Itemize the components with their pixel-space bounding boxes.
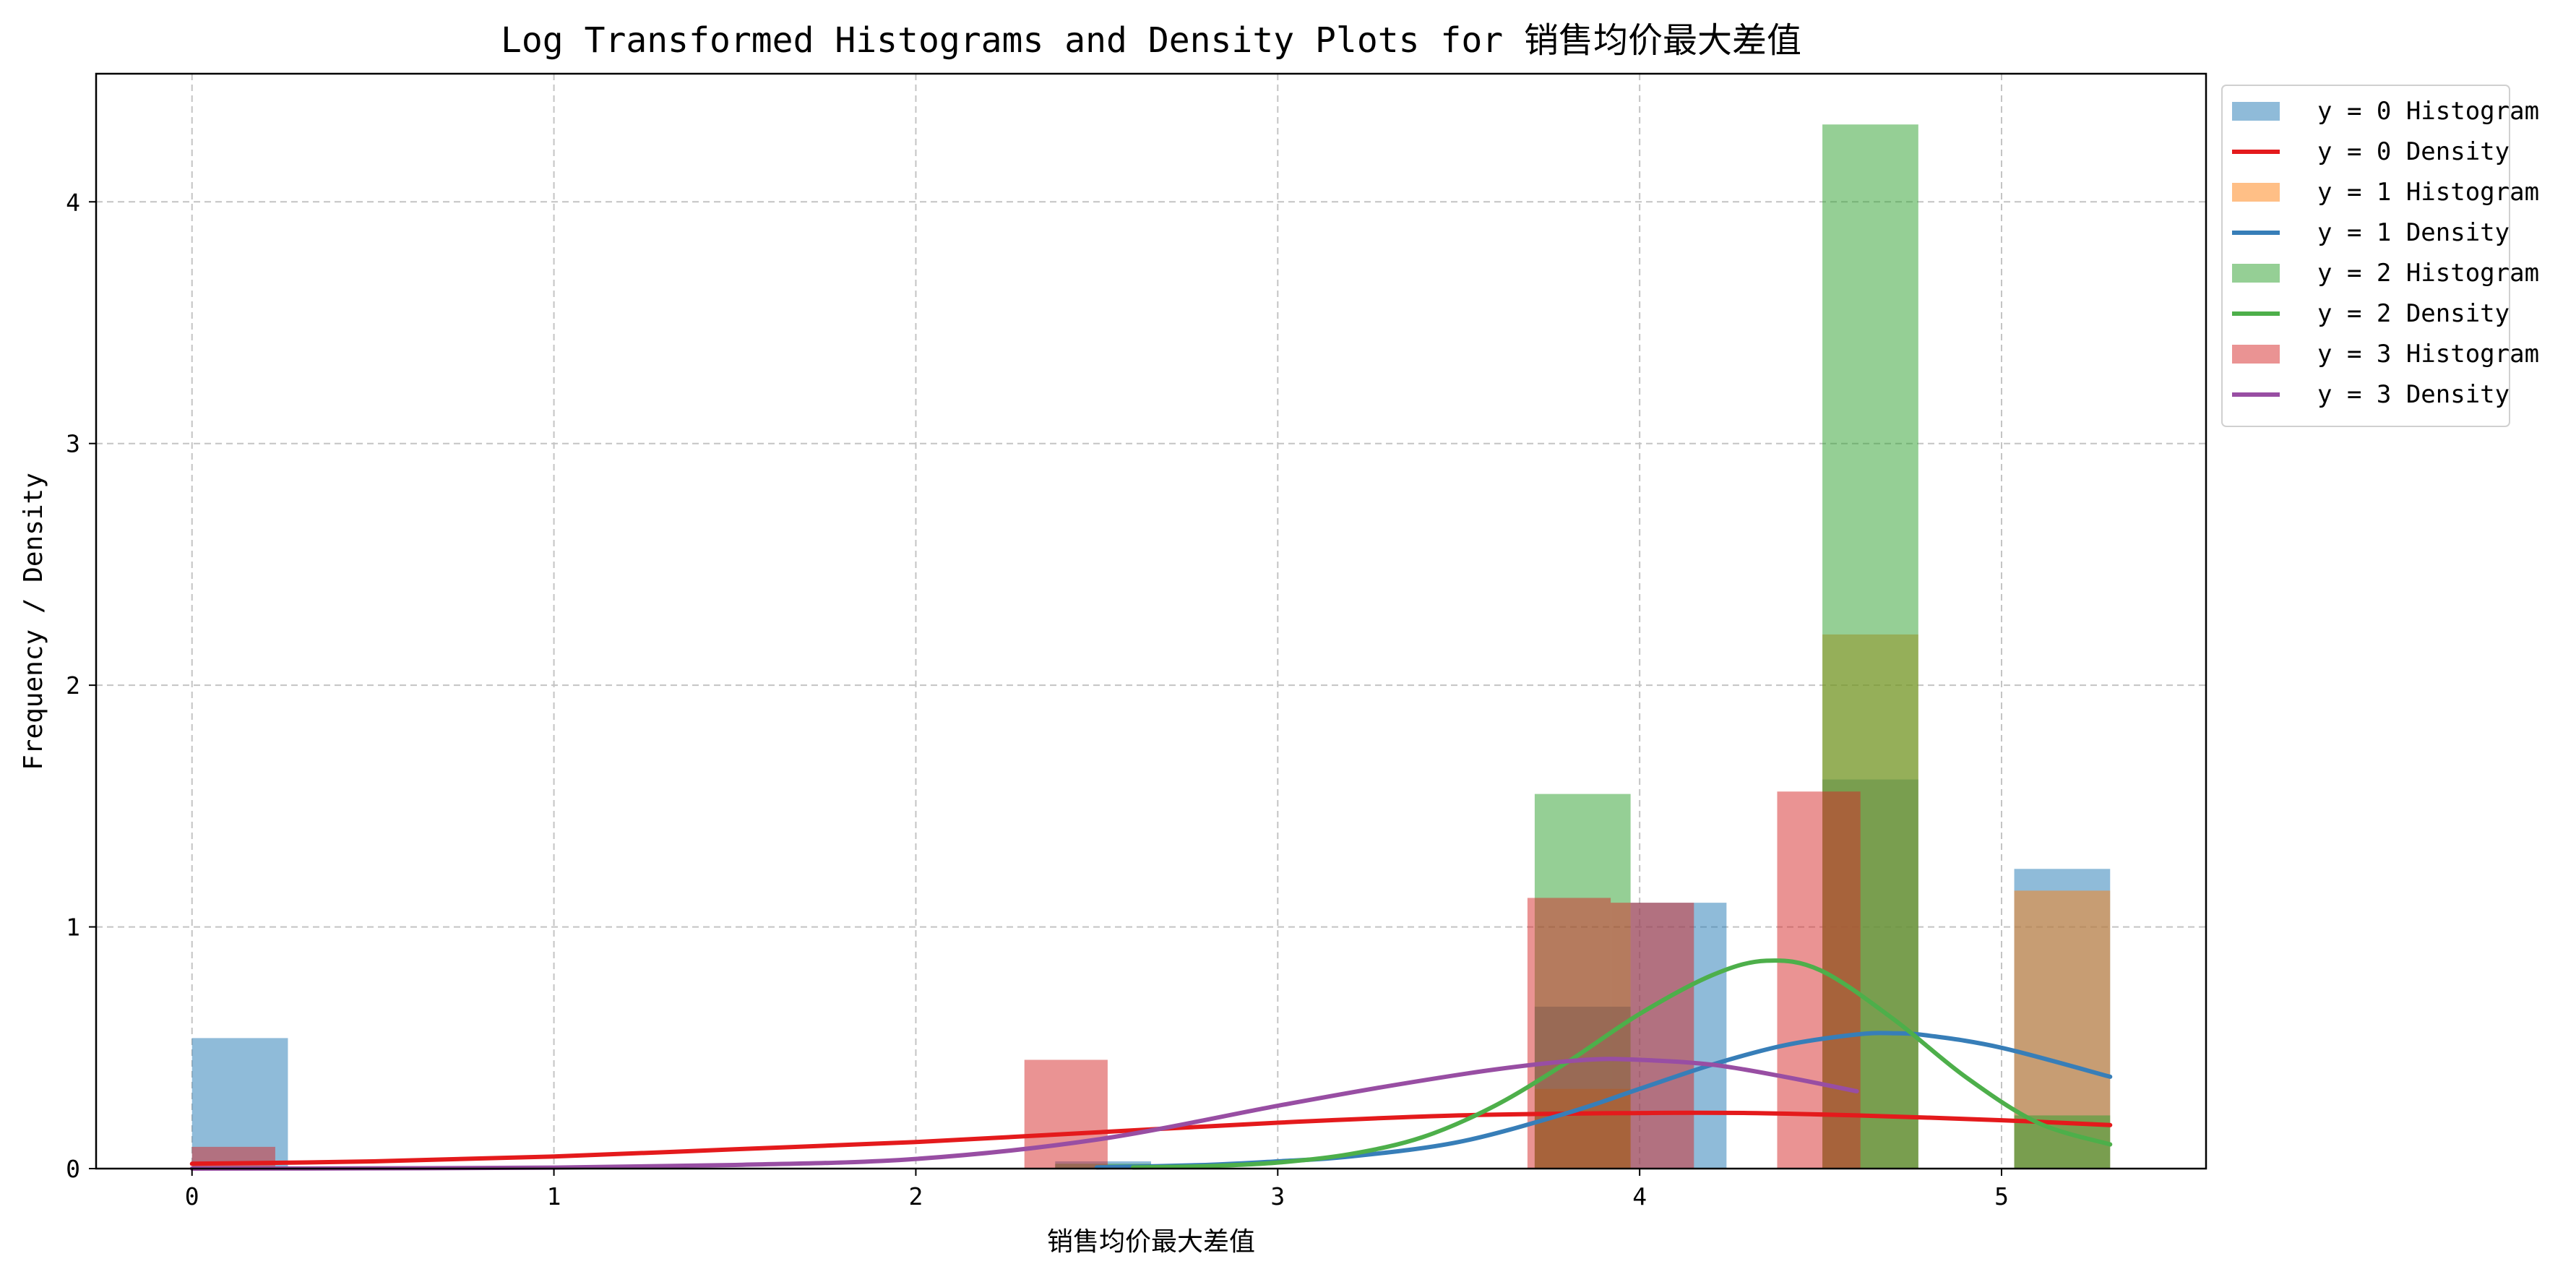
y-tick-label: 1 bbox=[66, 913, 80, 942]
chart-title: Log Transformed Histograms and Density P… bbox=[501, 20, 1801, 61]
histogram-bar-y3 bbox=[1527, 898, 1611, 1169]
legend-label: y = 0 Histogram bbox=[2317, 97, 2539, 126]
plot-frame bbox=[95, 72, 2207, 1170]
x-axis-label: 销售均价最大差值 bbox=[1047, 1227, 1255, 1257]
legend-label: y = 3 Density bbox=[2317, 380, 2510, 409]
x-axis-ticks: 0 1 2 3 4 5 bbox=[185, 1169, 2009, 1211]
legend-swatch bbox=[2232, 102, 2280, 121]
legend-swatch bbox=[2232, 264, 2280, 283]
legend-label: y = 3 Histogram bbox=[2317, 340, 2539, 369]
x-tick-label: 2 bbox=[909, 1182, 923, 1211]
x-tick-label: 0 bbox=[185, 1182, 199, 1211]
y-axis-label: Frequency / Density bbox=[19, 473, 48, 770]
legend-label: y = 2 Density bbox=[2317, 299, 2510, 328]
histogram-bar-y3 bbox=[1611, 903, 1694, 1169]
y-tick-label: 2 bbox=[66, 671, 80, 700]
density-line bbox=[1130, 958, 2113, 1170]
y-tick-label: 3 bbox=[66, 430, 80, 458]
x-tick-label: 1 bbox=[547, 1182, 561, 1211]
legend: y = 0 Histogram y = 0 Density y = 1 Histog… bbox=[2221, 85, 2539, 427]
x-tick-label: 3 bbox=[1270, 1182, 1285, 1211]
density-line bbox=[189, 1110, 2113, 1166]
x-tick-label: 4 bbox=[1632, 1182, 1647, 1211]
histogram-bars bbox=[191, 124, 2111, 1169]
y-axis-ticks: 0 1 2 3 4 bbox=[66, 188, 96, 1183]
legend-box bbox=[2221, 85, 2510, 427]
legend-label: y = 0 Density bbox=[2317, 137, 2510, 166]
legend-label: y = 1 Density bbox=[2317, 218, 2510, 247]
histogram-bar-y3 bbox=[1024, 1059, 1108, 1169]
legend-label: y = 1 Histogram bbox=[2317, 178, 2539, 207]
x-tick-label: 5 bbox=[1994, 1182, 2009, 1211]
legend-label: y = 2 Histogram bbox=[2317, 259, 2539, 288]
legend-swatch bbox=[2232, 345, 2280, 364]
y-tick-label: 4 bbox=[66, 188, 80, 216]
histogram-bar-y3 bbox=[1777, 791, 1861, 1169]
y-tick-label: 0 bbox=[66, 1155, 80, 1183]
legend-swatch bbox=[2232, 183, 2280, 202]
